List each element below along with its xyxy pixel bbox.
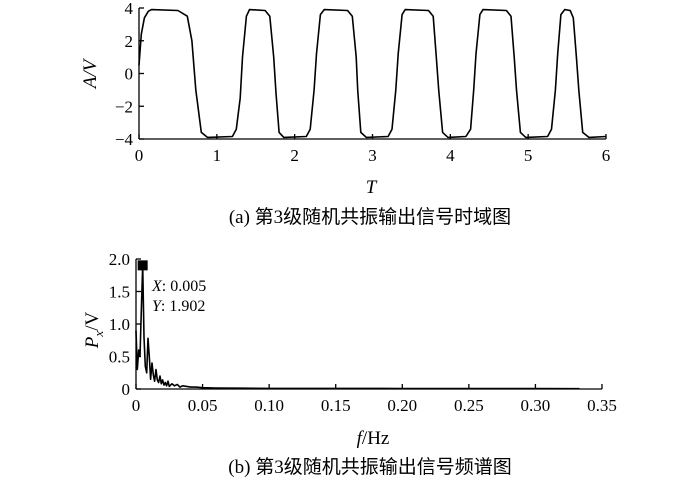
b-x-tick-label: 0.15 [321, 396, 351, 415]
b-y-tick-label: 2.0 [109, 250, 130, 269]
a-y-tick-label: 4 [125, 0, 134, 18]
a-x-tick-label: 3 [368, 146, 377, 165]
a-x-tick-label: 0 [135, 146, 144, 165]
panel-b-series [135, 264, 580, 390]
a-x-tick-label: 6 [602, 146, 611, 165]
panel-b-x-label-unit: /Hz [362, 428, 389, 449]
panel-b-y-ticks: 2.0 1.5 1.0 0.5 0 [109, 250, 141, 399]
b-x-tick-label: 0.25 [454, 396, 484, 415]
panel-b-x-label-symbol: f [357, 428, 365, 449]
b-x-tick-label: 0.05 [188, 396, 218, 415]
panel-b-series-line [135, 264, 580, 390]
b-x-tick-label: 0.35 [587, 396, 617, 415]
b-y-tick-label: 0.5 [109, 348, 130, 367]
a-x-tick-label: 5 [524, 146, 533, 165]
panel-b-y-label-subscript: x [91, 331, 106, 338]
panel-a-series [138, 8, 607, 139]
panel-a-y-ticks: 4 2 0 −2 −4 [115, 0, 144, 149]
b-y-tick-label: 1.5 [109, 283, 130, 302]
a-x-tick-label: 4 [446, 146, 455, 165]
panel-a: 0 1 2 3 4 5 6 4 2 0 −2 −4 T A/V (a) 第3级随机共振输出信号时域图 [80, 0, 610, 228]
panel-a-y-label: A/V [80, 57, 101, 90]
peak-annotation-y-value: : 1.902 [161, 298, 205, 315]
panel-b-x-label: f/Hz [357, 428, 390, 449]
panel-b: 0 0.05 0.10 0.15 0.20 0.25 0.30 0.35 2.0 1.5 1.0 0… [82, 250, 617, 478]
panel-a-x-ticks: 0 1 2 3 4 5 6 [135, 134, 611, 165]
a-y-tick-label: −2 [115, 97, 133, 116]
panel-b-x-ticks: 0 0.05 0.10 0.15 0.20 0.25 0.30 0.35 [132, 384, 617, 415]
panel-b-caption: (b) 第3级随机共振输出信号频谱图 [228, 456, 511, 478]
a-y-tick-label: 0 [125, 65, 134, 84]
panel-a-x-label: T [366, 177, 378, 198]
peak-annotation-x-label: X [151, 278, 163, 295]
peak-annotation-y: Y: 1.902 [152, 298, 205, 315]
b-y-tick-label: 0 [122, 380, 131, 399]
peak-annotation-x: X: 0.005 [151, 278, 206, 295]
panel-a-axes [138, 8, 606, 140]
peak-annotation-x-value: : 0.005 [162, 278, 206, 295]
a-x-tick-label: 1 [213, 146, 222, 165]
a-y-tick-label: −4 [115, 130, 134, 149]
panel-b-y-label-unit: /V [82, 312, 103, 331]
peak-annotation-y-label: Y [152, 298, 163, 315]
panel-a-series-line [138, 8, 607, 139]
b-x-tick-label: 0.10 [254, 396, 284, 415]
a-y-tick-label: 2 [125, 32, 134, 51]
b-y-tick-label: 1.0 [109, 315, 130, 334]
b-x-tick-label: 0.30 [521, 396, 551, 415]
peak-marker [137, 260, 148, 271]
b-x-tick-label: 0 [132, 396, 141, 415]
panel-b-y-label-symbol: P [82, 336, 103, 349]
a-x-tick-label: 2 [290, 146, 299, 165]
b-x-tick-label: 0.20 [387, 396, 417, 415]
panel-a-caption: (a) 第3级随机共振输出信号时域图 [229, 206, 511, 228]
panel-b-y-label: Px/V [82, 312, 106, 350]
